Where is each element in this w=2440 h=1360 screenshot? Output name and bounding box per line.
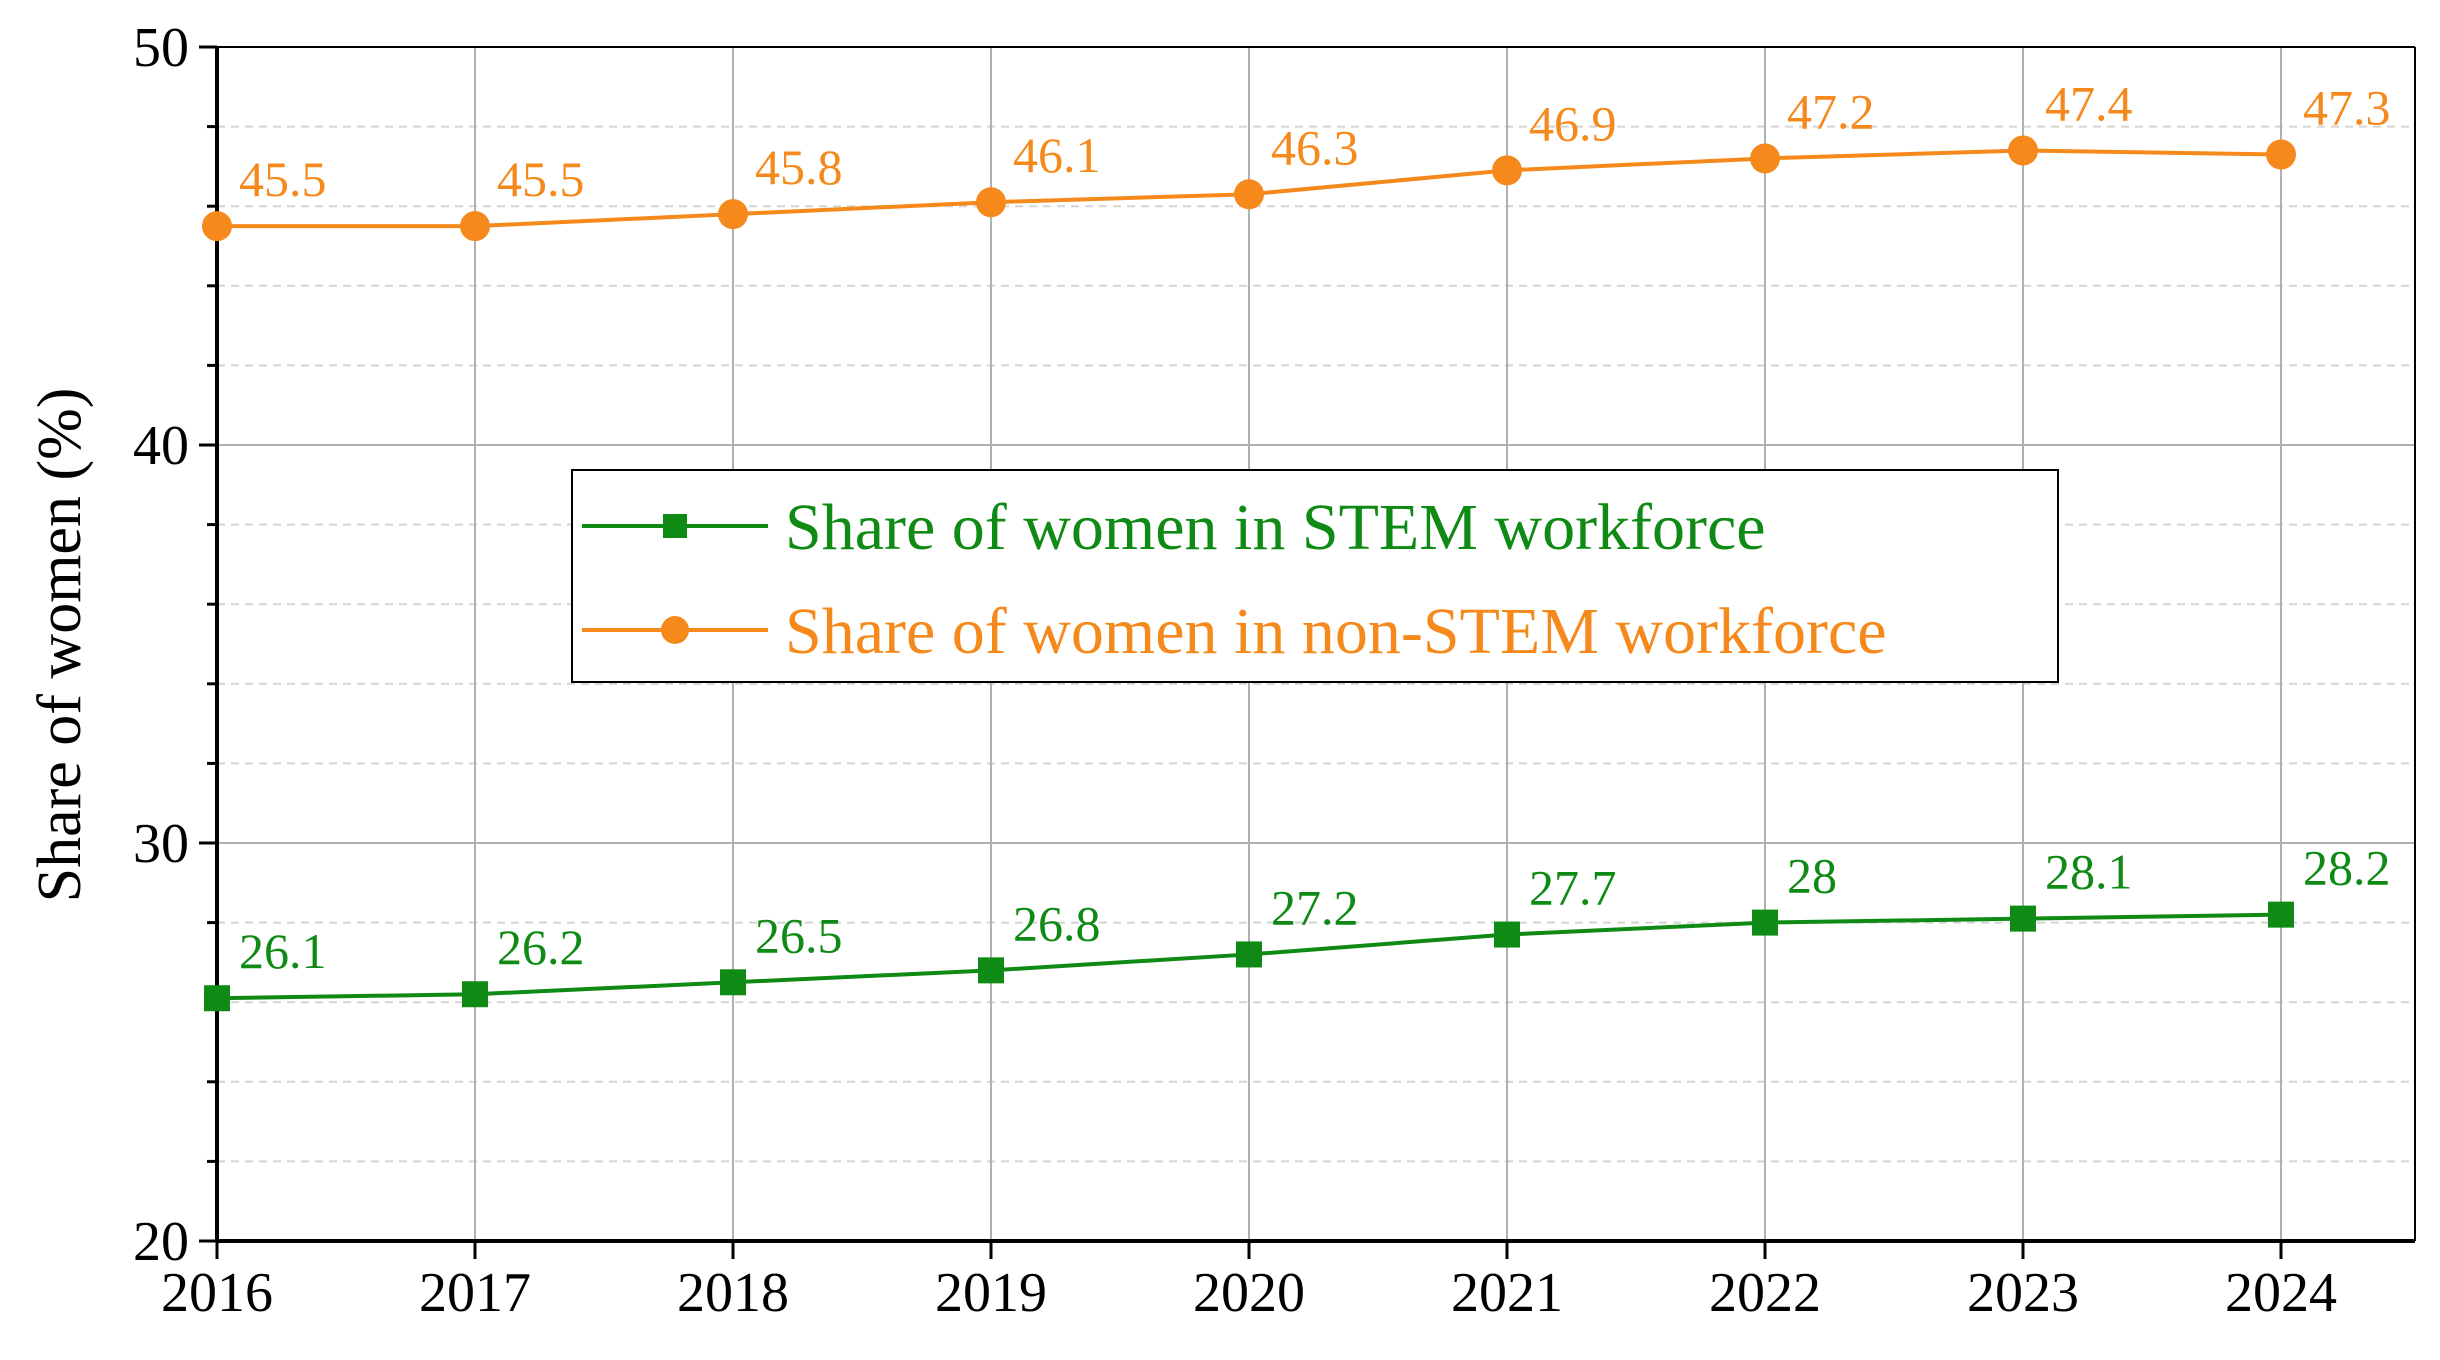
- y-tick-label: 50: [133, 17, 189, 79]
- data-label: 27.2: [1271, 879, 1359, 935]
- data-point-marker: [720, 969, 746, 996]
- legend-marker-non-stem: [661, 616, 689, 644]
- x-tick-label: 2020: [1193, 1262, 1305, 1324]
- data-label: 46.3: [1271, 119, 1359, 175]
- data-label: 45.8: [755, 139, 843, 195]
- y-tick-label: 30: [133, 813, 189, 875]
- y-tick-label: 40: [133, 415, 189, 477]
- data-point-marker: [2268, 901, 2294, 928]
- data-point-marker: [1492, 155, 1522, 186]
- y-axis-title: Share of women (%): [26, 388, 94, 903]
- data-label: 45.5: [239, 151, 327, 207]
- data-point-marker: [718, 199, 748, 230]
- x-tick-label: 2019: [935, 1262, 1047, 1324]
- data-point-marker: [460, 211, 490, 242]
- data-label: 46.9: [1529, 95, 1617, 151]
- data-label: 45.5: [497, 151, 585, 207]
- data-label: 28.2: [2303, 840, 2391, 896]
- data-point-marker: [1234, 179, 1264, 210]
- x-tick-label: 2023: [1967, 1262, 2079, 1324]
- y-tick-label: 20: [133, 1211, 189, 1273]
- data-label: 26.5: [755, 907, 843, 963]
- data-point-marker: [1750, 143, 1780, 174]
- x-tick-label: 2024: [2225, 1262, 2337, 1324]
- data-point-marker: [976, 187, 1006, 218]
- data-label: 26.2: [497, 919, 585, 975]
- data-point-marker: [2008, 135, 2038, 166]
- legend-label-stem: Share of women in STEM workforce: [785, 491, 1766, 564]
- data-point-marker: [978, 957, 1004, 984]
- data-label: 28: [1787, 848, 1837, 904]
- x-tick-label: 2017: [419, 1262, 531, 1324]
- x-tick-label: 2021: [1451, 1262, 1563, 1324]
- data-label: 47.4: [2045, 75, 2133, 131]
- axis-layer: 20 30 40 50 2016 2017 2018 2019 2020 2021 2022 2023…: [133, 17, 2416, 1324]
- x-tick-label: 2016: [161, 1262, 273, 1324]
- data-label: 47.3: [2303, 79, 2391, 135]
- data-point-marker: [2266, 139, 2296, 170]
- legend: Share of women in STEM workforce Share o…: [571, 469, 2059, 683]
- data-label: 26.8: [1013, 895, 1101, 951]
- series-layer: [202, 135, 2296, 1012]
- data-label: 28.1: [2045, 844, 2133, 900]
- data-point-marker: [1236, 941, 1262, 968]
- data-point-marker: [202, 211, 232, 242]
- data-label: 27.7: [1529, 860, 1617, 916]
- data-point-marker: [1494, 921, 1520, 948]
- data-point-marker: [2010, 905, 2036, 932]
- data-label-layer: 26.1 26.2 26.5 26.8 27.2 27.7 28 28.1 28.2 45.5 45…: [239, 75, 2391, 979]
- x-tick-label: 2018: [677, 1262, 789, 1324]
- data-point-marker: [204, 985, 230, 1012]
- data-label: 26.1: [239, 923, 327, 979]
- legend-label-non-stem: Share of women in non-STEM workforce: [785, 595, 1887, 668]
- x-tick-label: 2022: [1709, 1262, 1821, 1324]
- legend-marker-stem: [663, 514, 687, 538]
- data-point-marker: [462, 981, 488, 1008]
- data-label: 46.1: [1013, 127, 1101, 183]
- data-point-marker: [1752, 909, 1778, 936]
- legend-box: [571, 469, 2059, 683]
- data-label: 47.2: [1787, 83, 1875, 139]
